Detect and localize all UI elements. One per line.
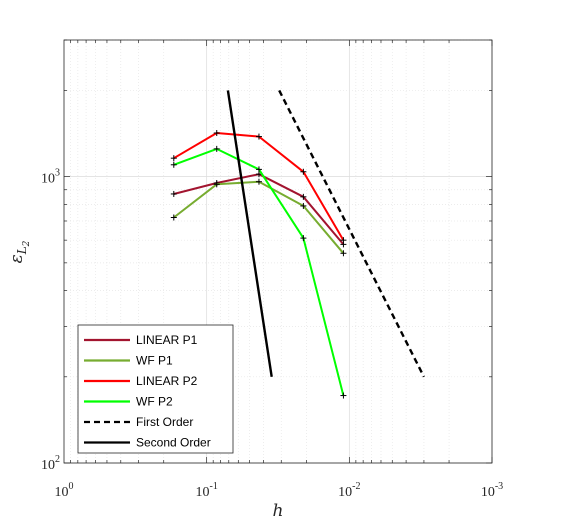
y-axis-label-subsub: 2 (22, 240, 32, 247)
x-axis-label: h (273, 501, 284, 521)
series-layer (170, 89, 425, 399)
series-line-first-order (278, 89, 425, 378)
legend-item-linear-p1: LINEAR P1 (84, 333, 198, 347)
y-axis-label-main: ε (7, 254, 27, 263)
legend-label: WF P2 (136, 395, 173, 409)
y-tick-labels: 102 103 (41, 168, 60, 473)
legend-label: LINEAR P2 (136, 374, 198, 388)
data-point-wf-p1 (170, 214, 177, 221)
y-tick-label: 103 (41, 168, 60, 187)
data-point-wf-p1 (255, 178, 262, 185)
legend-label: LINEAR P1 (136, 333, 198, 347)
data-point-linear-p2 (340, 237, 347, 244)
data-point-linear-p1 (170, 190, 177, 197)
legend-item-first-order: First Order (84, 415, 193, 429)
x-tick-label: 10-1 (195, 481, 217, 500)
data-point-linear-p2 (300, 168, 307, 175)
tick-marks (64, 39, 493, 464)
data-point-linear-p1 (300, 193, 307, 200)
data-point-wf-p1 (300, 202, 307, 209)
legend[interactable]: LINEAR P1 WF P1 LINEAR P2 WF P2 First Order S… (77, 324, 234, 454)
legend-items: LINEAR P1 WF P1 LINEAR P2 WF P2 First Order S… (84, 333, 211, 450)
data-point-linear-p2 (255, 133, 262, 140)
y-axis-label: εL2 (7, 240, 32, 263)
data-point-wf-p2 (340, 392, 347, 399)
x-tick-labels: 100 10-1 10-2 10-3 (55, 481, 504, 500)
data-point-wf-p2 (255, 166, 262, 173)
data-point-wf-p2 (213, 145, 220, 152)
legend-item-linear-p2: LINEAR P2 (84, 374, 198, 388)
data-point-linear-p2 (213, 130, 220, 137)
x-tick-label: 10-3 (481, 481, 503, 500)
plot-frame (63, 39, 493, 464)
y-tick-label: 102 (41, 454, 60, 473)
data-point-wf-p1 (213, 181, 220, 188)
x-tick-label: 100 (55, 481, 74, 500)
y-axis-label-sub: L (15, 246, 29, 255)
legend-item-second-order: Second Order (84, 436, 211, 450)
legend-label: Second Order (136, 436, 211, 450)
legend-label: First Order (136, 415, 193, 429)
legend-box (77, 324, 234, 454)
legend-item-wf-p1: WF P1 (84, 354, 173, 368)
data-point-wf-p2 (170, 161, 177, 168)
data-point-linear-p2 (170, 155, 177, 162)
data-point-wf-p2 (300, 235, 307, 242)
series-line-second-order (226, 90, 273, 377)
legend-item-wf-p2: WF P2 (84, 395, 173, 409)
svg-text:εL2: εL2 (7, 240, 32, 263)
x-tick-label: 10-2 (338, 481, 360, 500)
data-point-wf-p1 (340, 250, 347, 257)
legend-label: WF P1 (136, 354, 173, 368)
